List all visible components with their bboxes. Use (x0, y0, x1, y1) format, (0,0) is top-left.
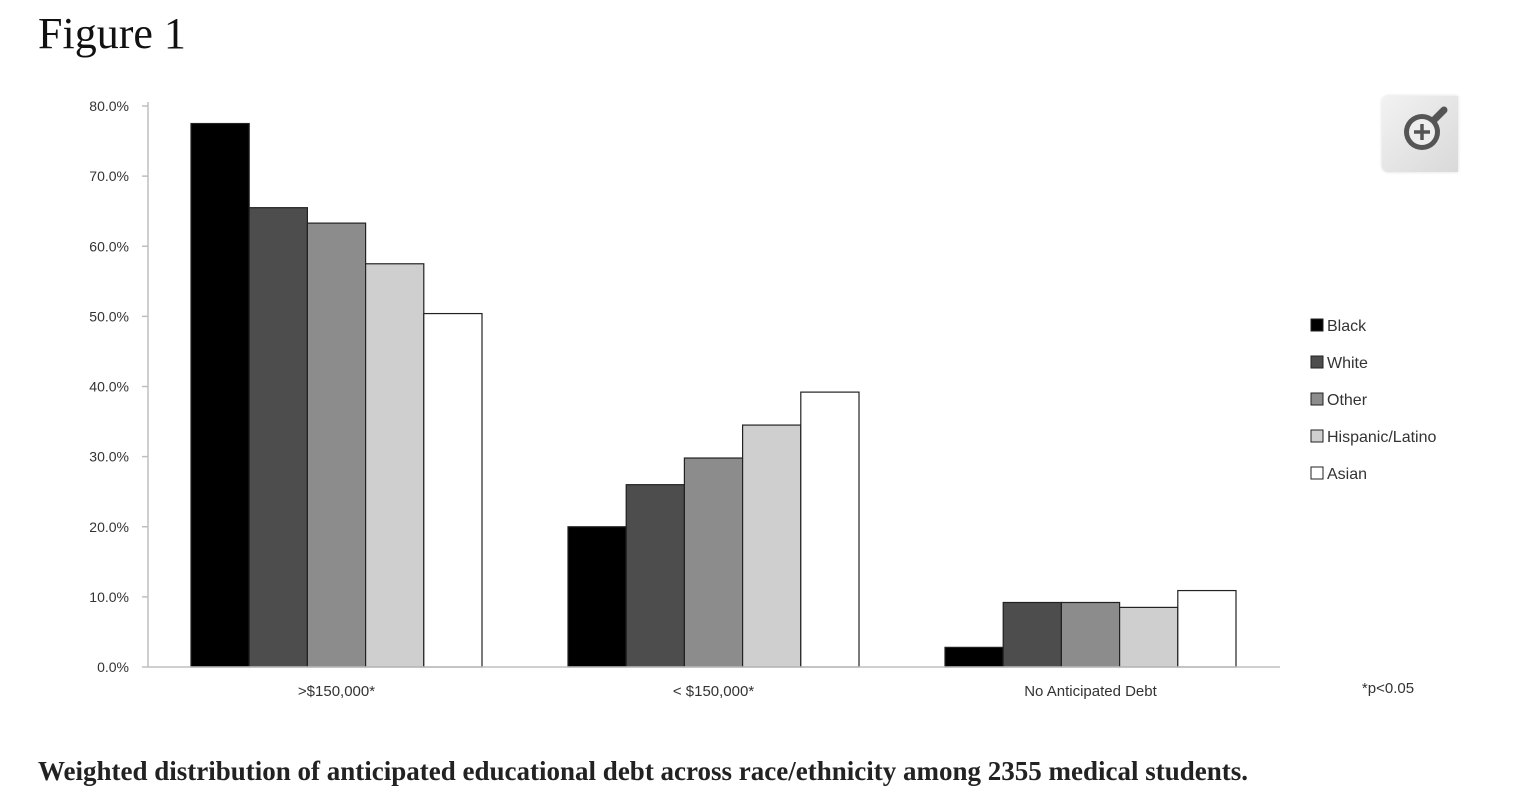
legend-label: Black (1327, 318, 1367, 335)
bar-groups (190, 122, 1237, 668)
legend: Black White Other Hispanic/Latino Asian (1310, 318, 1437, 483)
legend-item: Asian (1310, 466, 1367, 483)
y-tick-label: 20.0% (89, 519, 129, 535)
legend-item: Black (1310, 318, 1367, 335)
legend-item: Hispanic/Latino (1310, 429, 1437, 446)
significance-footnote: *p<0.05 (1362, 680, 1414, 697)
bar-hispanic-latino (1118, 606, 1179, 668)
bar-chart: 0.0% 10.0% 20.0% 30.0% 40.0% 50.0% 60.0% 70.0% 8… (89, 98, 1437, 700)
legend-label: White (1327, 355, 1368, 372)
y-tick-label: 0.0% (97, 659, 129, 675)
bar-hispanic-latino (741, 424, 802, 668)
bar-group (567, 391, 860, 668)
legend-swatch (1310, 466, 1324, 480)
zoom-in-magnifier-icon (1404, 106, 1448, 150)
legend-item: White (1310, 355, 1368, 372)
y-tick-label: 80.0% (89, 98, 129, 114)
bar-white (1002, 601, 1063, 668)
y-tick-label: 70.0% (89, 168, 129, 184)
bar-black (190, 122, 250, 668)
bar-asian (1177, 589, 1237, 668)
legend-swatch (1310, 355, 1324, 369)
y-tick-label: 10.0% (89, 589, 129, 605)
figure-label: Figure 1 (38, 9, 186, 58)
legend-label: Asian (1327, 466, 1367, 483)
bar-other (683, 457, 744, 668)
y-tick-label: 50.0% (89, 308, 129, 324)
y-tick-label: 30.0% (89, 449, 129, 465)
axes (147, 102, 1280, 668)
x-tick-label: >$150,000* (298, 683, 375, 700)
y-axis-ticks: 0.0% 10.0% 20.0% 30.0% 40.0% 50.0% 60.0% 70.0% 8… (89, 98, 148, 675)
figure-caption: Weighted distribution of anticipated edu… (38, 756, 1249, 786)
legend-label: Other (1327, 392, 1368, 409)
legend-swatch (1310, 318, 1324, 332)
legend-label: Hispanic/Latino (1327, 429, 1437, 446)
legend-swatch (1310, 429, 1324, 443)
bar-white (625, 484, 686, 668)
y-tick-label: 40.0% (89, 379, 129, 395)
x-tick-label: No Anticipated Debt (1024, 683, 1157, 700)
zoom-button[interactable] (1382, 96, 1458, 172)
bar-black (944, 646, 1004, 668)
bar-other (1060, 601, 1121, 668)
bar-hispanic-latino (365, 263, 425, 668)
bar-black (567, 526, 627, 668)
bar-white (248, 207, 308, 668)
bar-group (944, 589, 1237, 668)
bar-asian (423, 312, 483, 668)
bar-asian (800, 391, 860, 668)
bar-group (190, 122, 483, 668)
legend-item: Other (1310, 392, 1368, 409)
legend-swatch (1310, 392, 1324, 406)
x-axis-labels: >$150,000* < $150,000* No Anticipated Debt (298, 683, 1158, 700)
y-tick-label: 60.0% (89, 238, 129, 254)
bar-other (306, 222, 367, 668)
x-tick-label: < $150,000* (673, 683, 754, 700)
